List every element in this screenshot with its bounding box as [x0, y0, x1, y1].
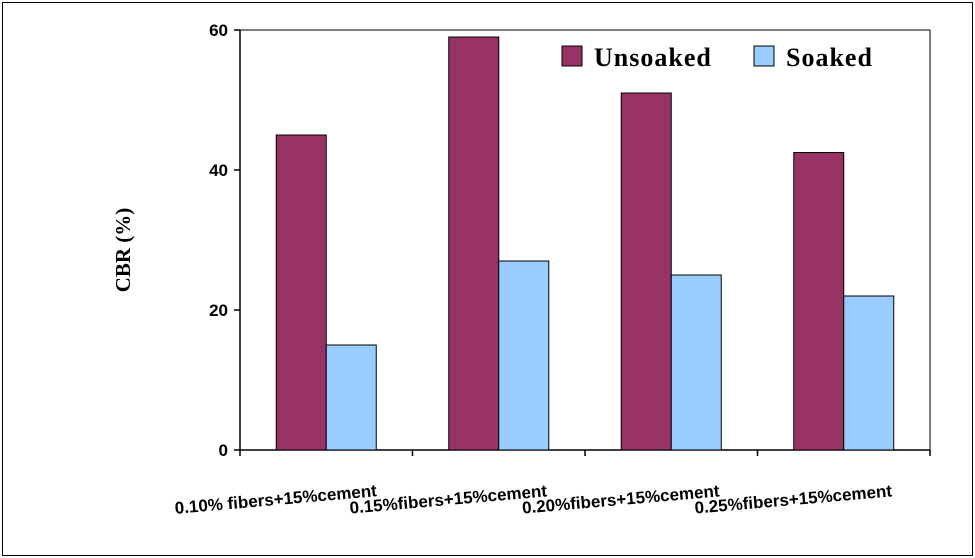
legend-label-unsoaked: Unsoaked	[594, 43, 712, 72]
category-label: 0.20%fibers+15%cement	[521, 481, 720, 517]
y-axis-label: CBR (%)	[111, 208, 135, 293]
category-label: 0.10% fibers+15%cement	[174, 481, 378, 518]
category-labels: 0.10% fibers+15%cement0.15%fibers+15%cem…	[174, 481, 893, 518]
bar-unsoaked-4	[793, 152, 845, 451]
legend: Unsoaked Soaked	[561, 43, 873, 72]
x-ticks	[239, 450, 931, 456]
bar-soaked-1	[325, 344, 377, 451]
legend-swatch-soaked	[753, 45, 775, 67]
bar-soaked-4	[843, 295, 895, 451]
bar-soaked-3	[670, 274, 722, 451]
bar-unsoaked-2	[448, 36, 500, 451]
bar-soaked-2	[498, 260, 550, 451]
y-tick-label: 20	[209, 301, 228, 320]
y-tick-label: 60	[209, 21, 228, 40]
bar-unsoaked-3	[620, 92, 672, 451]
category-label: 0.15%fibers+15%cement	[349, 481, 548, 517]
legend-label-soaked: Soaked	[786, 43, 873, 72]
y-tick-label: 0	[219, 441, 228, 460]
y-tick-label: 40	[209, 161, 228, 180]
category-label: 0.25%fibers+15%cement	[694, 481, 893, 517]
bars	[275, 36, 895, 451]
y-ticks: 0 20 40 60	[209, 21, 240, 460]
bar-unsoaked-1	[275, 134, 327, 451]
legend-swatch-unsoaked	[561, 45, 583, 67]
